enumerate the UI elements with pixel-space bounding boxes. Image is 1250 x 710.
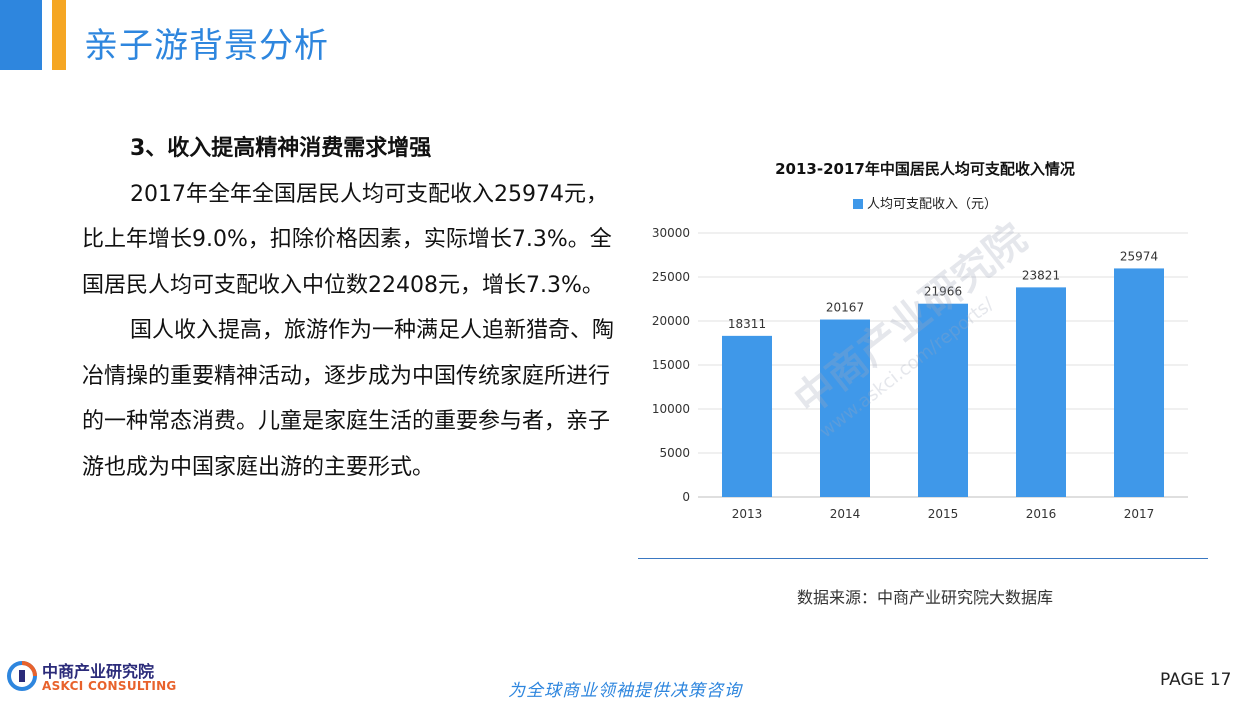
y-tick-label: 30000 xyxy=(652,226,690,240)
data-label: 25974 xyxy=(1120,249,1158,263)
askci-logo-icon xyxy=(7,661,37,691)
footer-slogan: 为全球商业领袖提供决策咨询 xyxy=(508,681,742,701)
source-divider xyxy=(638,558,1208,559)
y-tick-label: 25000 xyxy=(652,270,690,284)
header-accent-blue xyxy=(0,0,42,70)
page-number: PAGE 17 xyxy=(1160,670,1232,690)
bar xyxy=(1016,287,1066,497)
y-tick-label: 10000 xyxy=(652,402,690,416)
data-label: 18311 xyxy=(728,317,766,331)
legend-label: 人均可支配收入（元） xyxy=(866,197,997,212)
page-title: 亲子游背景分析 xyxy=(84,26,329,66)
paragraph-income: 2017年全年全国居民人均可支配收入25974元，比上年增长9.0%，扣除价格因… xyxy=(82,181,612,298)
logo-text-cn: 中商产业研究院 xyxy=(42,662,155,681)
chart-legend: 人均可支配收入（元） xyxy=(640,193,1210,212)
data-label: 23821 xyxy=(1022,268,1060,282)
section-heading: 3、收入提高精神消费需求增强 xyxy=(130,136,432,161)
legend-swatch xyxy=(852,199,863,209)
bar xyxy=(918,303,968,497)
x-tick-label: 2013 xyxy=(732,507,763,521)
x-tick-label: 2014 xyxy=(830,507,861,521)
x-tick-label: 2016 xyxy=(1026,507,1057,521)
y-tick-label: 20000 xyxy=(652,314,690,328)
body-text: 3、收入提高精神消费需求增强 2017年全年全国居民人均可支配收入25974元，… xyxy=(82,126,622,490)
x-tick-label: 2017 xyxy=(1124,507,1155,521)
y-tick-label: 0 xyxy=(682,490,690,504)
bar xyxy=(722,335,772,497)
bar-chart: 0 5000 10000 15000 20000 25000 30000 18311 2013 2… xyxy=(652,226,1188,521)
data-source: 数据来源：中商产业研究院大数据库 xyxy=(796,588,1053,607)
y-tick-label: 15000 xyxy=(652,358,690,372)
bar xyxy=(1114,268,1164,497)
chart-title: 2013-2017年中国居民人均可支配收入情况 xyxy=(775,160,1075,178)
data-label: 20167 xyxy=(826,301,864,315)
data-label: 21966 xyxy=(924,285,962,299)
header-accent-orange xyxy=(52,0,66,70)
logo-text-en: ASKCI CONSULTING xyxy=(42,679,177,693)
x-tick-label: 2015 xyxy=(928,507,959,521)
bar xyxy=(820,319,870,497)
y-tick-label: 5000 xyxy=(659,446,690,460)
paragraph-travel: 国人收入提高，旅游作为一种满足人追新猎奇、陶冶情操的重要精神活动，逐步成为中国传… xyxy=(82,318,615,480)
